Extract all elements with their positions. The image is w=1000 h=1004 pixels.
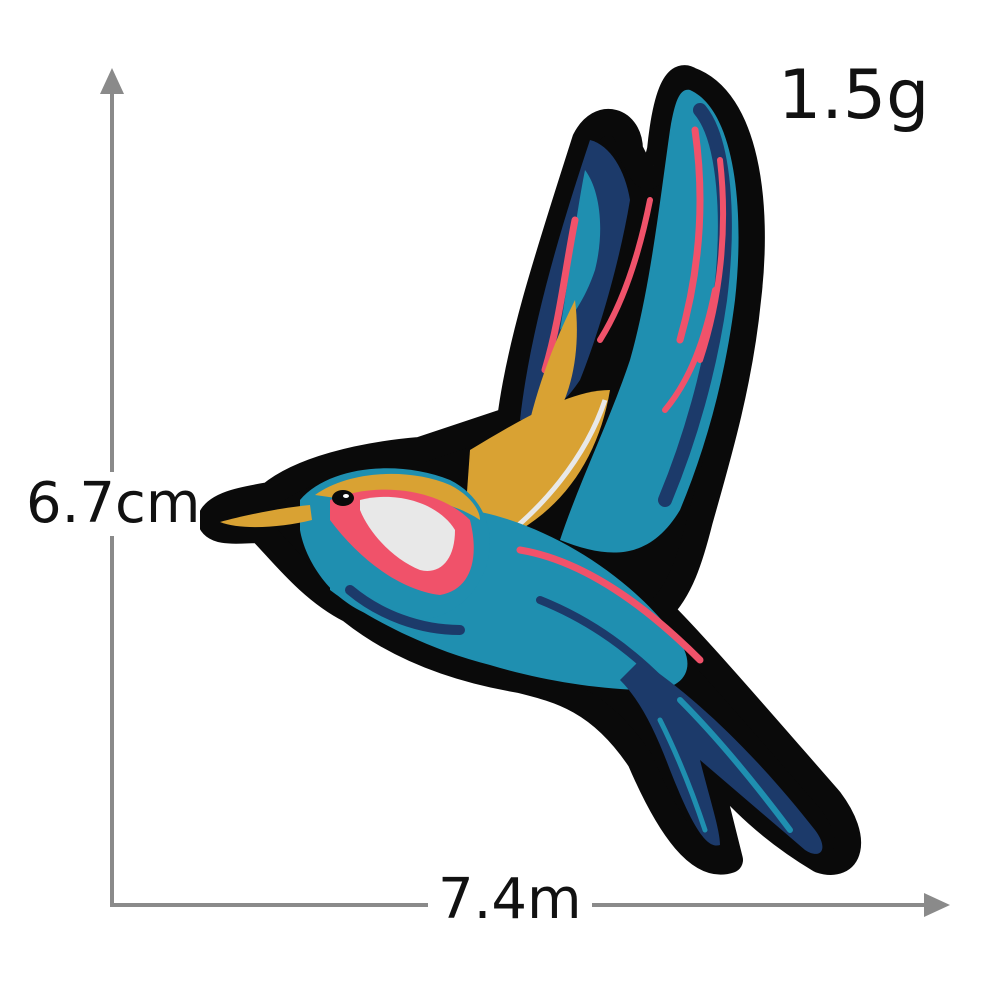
hummingbird-patch-icon (197, 65, 861, 875)
height-dimension-label: 6.7cm (26, 471, 201, 536)
weight-label: 1.5g (776, 56, 932, 135)
width-dimension-label: 7.4m (428, 872, 592, 928)
